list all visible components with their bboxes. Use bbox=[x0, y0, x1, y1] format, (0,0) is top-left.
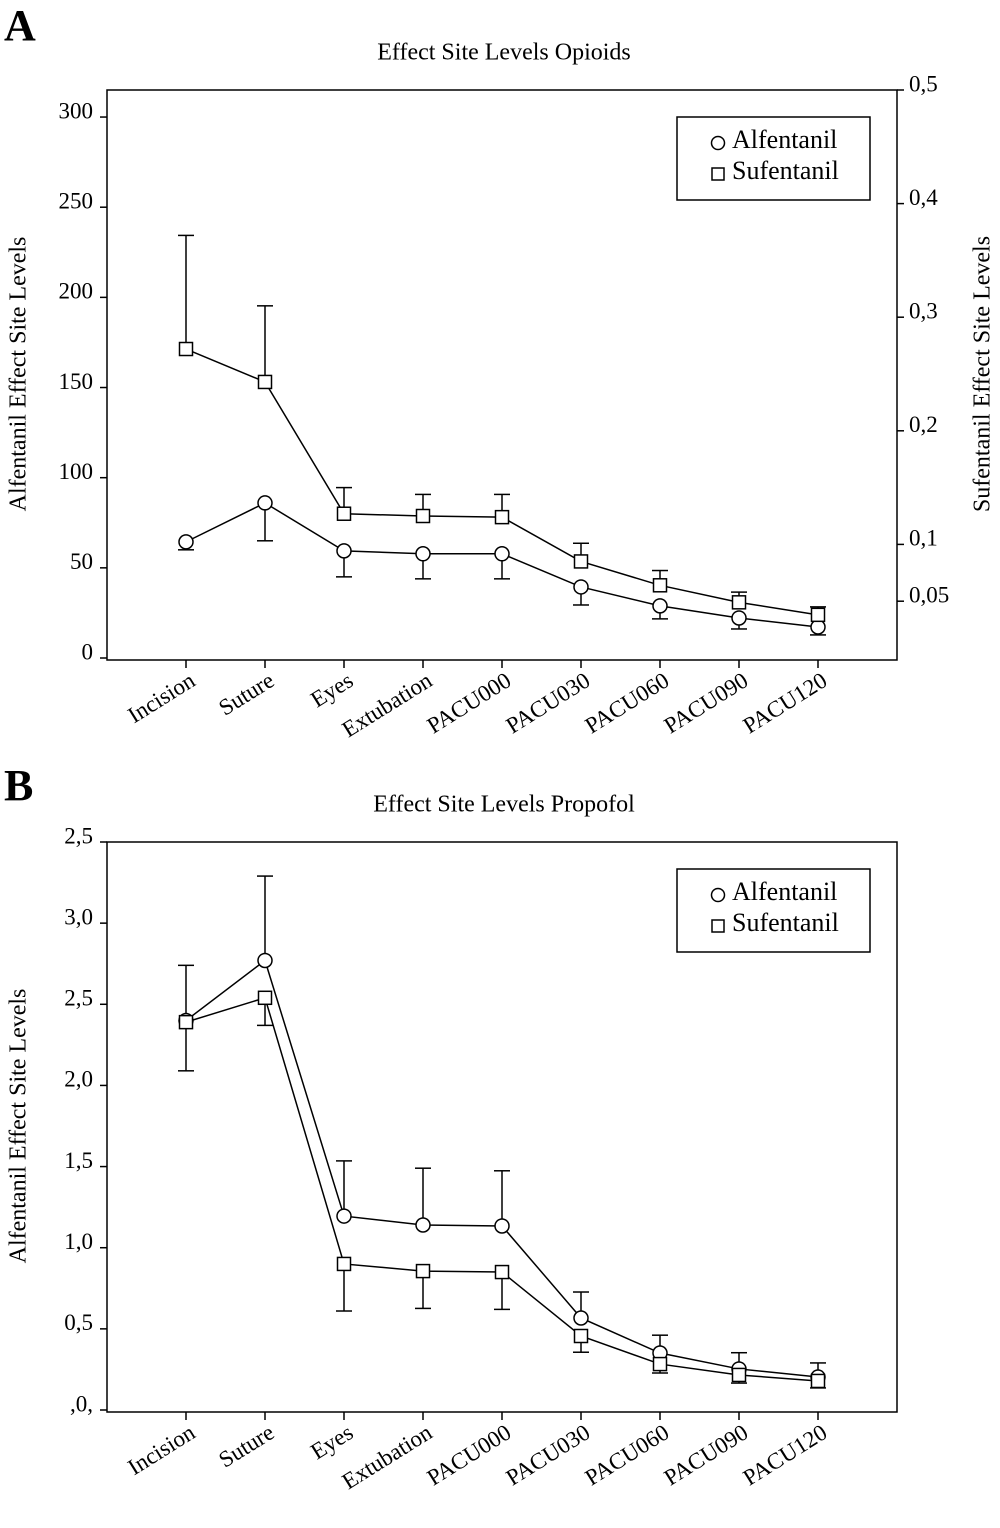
y-tick-label: 150 bbox=[59, 369, 94, 394]
x-tick-label: Incision bbox=[123, 667, 200, 728]
point bbox=[178, 1014, 194, 1030]
y-tick-label: 50 bbox=[70, 549, 93, 574]
point bbox=[336, 1208, 352, 1224]
x-tick-label: PACU120 bbox=[739, 668, 832, 739]
x-tick-label: PACU000 bbox=[423, 1420, 516, 1491]
y2-tick-label: 0,3 bbox=[909, 298, 938, 323]
point bbox=[415, 1217, 431, 1233]
legend-box bbox=[676, 116, 871, 201]
y-tick-label: 2,5 bbox=[64, 986, 93, 1011]
legend-marker bbox=[711, 167, 725, 181]
point bbox=[573, 1310, 589, 1326]
point bbox=[573, 579, 589, 595]
y2-tick-label: 0,5 bbox=[909, 71, 938, 96]
panel-letter: A bbox=[4, 1, 36, 50]
y2-tick-label: 0,4 bbox=[909, 185, 938, 210]
y-tick-label: 1,0 bbox=[64, 1229, 93, 1254]
x-tick-label: PACU030 bbox=[502, 1420, 595, 1491]
x-tick-label: PACU090 bbox=[660, 1420, 753, 1491]
y-tick-label: ,0, bbox=[70, 1391, 93, 1416]
y-axis-label: Alfentanil Effect Site Levels bbox=[6, 237, 32, 512]
legend-label: Sufentanil bbox=[732, 156, 839, 185]
x-tick-label: PACU120 bbox=[739, 1420, 832, 1491]
y2-tick-label: 0,2 bbox=[909, 412, 938, 437]
point bbox=[494, 509, 510, 525]
x-tick-label: PACU060 bbox=[581, 668, 674, 739]
y-tick-label: 1,5 bbox=[64, 1148, 93, 1173]
point bbox=[257, 952, 273, 969]
chart-panel: B Effect Site Levels Propofol ,0, 0,5 1,0 1,5… bbox=[4, 761, 898, 1494]
chart-panel: A Effect Site Levels Opioids 0 50 100 150 200 2… bbox=[4, 1, 996, 742]
point bbox=[573, 554, 589, 569]
legend-label: Sufentanil bbox=[732, 908, 839, 937]
x-tick-label: Eyes bbox=[306, 1419, 357, 1464]
x-tick-label: PACU090 bbox=[660, 668, 753, 739]
y-tick-label: 2,0 bbox=[64, 1067, 93, 1092]
point bbox=[810, 1373, 826, 1389]
legend-marker bbox=[710, 887, 726, 903]
panel-letter: B bbox=[4, 761, 33, 810]
point bbox=[731, 595, 747, 610]
y-axis-label: Alfentanil Effect Site Levels bbox=[6, 989, 32, 1264]
legend-label: Alfentanil bbox=[732, 125, 837, 154]
legend-box bbox=[676, 868, 871, 953]
point bbox=[336, 1256, 352, 1272]
y2-tick-label: 0,1 bbox=[909, 526, 938, 551]
x-tick-label: Eyes bbox=[306, 667, 357, 712]
y-tick-label: 250 bbox=[59, 188, 94, 213]
point bbox=[573, 1328, 589, 1344]
point bbox=[494, 1264, 510, 1280]
legend-marker bbox=[710, 135, 726, 151]
x-tick-label: PACU060 bbox=[581, 1420, 674, 1491]
x-tick-label: Suture bbox=[214, 1420, 278, 1473]
x-tick-label: Extubation bbox=[338, 1419, 437, 1494]
x-tick-label: Extubation bbox=[338, 667, 437, 742]
point bbox=[178, 534, 194, 550]
point bbox=[257, 990, 273, 1006]
x-tick-label: Incision bbox=[123, 1419, 200, 1480]
point bbox=[652, 578, 668, 593]
x-tick-label: Suture bbox=[214, 668, 278, 721]
point bbox=[731, 610, 747, 626]
point bbox=[415, 1263, 431, 1279]
point bbox=[178, 341, 194, 357]
x-tick-label: PACU030 bbox=[502, 668, 595, 739]
point bbox=[257, 495, 273, 511]
y2-axis-label: Sufentanil Effect Site Levels bbox=[970, 236, 996, 512]
point bbox=[415, 546, 431, 562]
point bbox=[731, 1367, 747, 1383]
y-tick-label: 3,0 bbox=[64, 904, 93, 929]
point bbox=[336, 506, 352, 521]
point bbox=[810, 607, 826, 623]
y-tick-label: 300 bbox=[59, 98, 94, 123]
chart-title: Effect Site Levels Propofol bbox=[373, 792, 635, 818]
legend-marker bbox=[711, 919, 725, 933]
point bbox=[336, 543, 352, 559]
point bbox=[810, 619, 826, 635]
y-tick-label: 0 bbox=[82, 639, 94, 664]
point bbox=[652, 598, 668, 614]
point bbox=[494, 1218, 510, 1234]
point bbox=[652, 1356, 668, 1372]
y-tick-label: 2,5 bbox=[64, 823, 93, 848]
y-tick-label: 200 bbox=[59, 279, 94, 304]
series-line bbox=[185, 959, 819, 1378]
x-tick-label: PACU000 bbox=[423, 668, 516, 739]
point bbox=[494, 546, 510, 562]
point bbox=[415, 508, 431, 524]
legend-label: Alfentanil bbox=[732, 877, 837, 906]
y2-tick-label: 0,05 bbox=[909, 582, 949, 607]
point bbox=[257, 374, 273, 390]
chart-title: Effect Site Levels Opioids bbox=[377, 40, 631, 66]
y-tick-label: 0,5 bbox=[64, 1310, 93, 1335]
y-tick-label: 100 bbox=[59, 459, 94, 484]
